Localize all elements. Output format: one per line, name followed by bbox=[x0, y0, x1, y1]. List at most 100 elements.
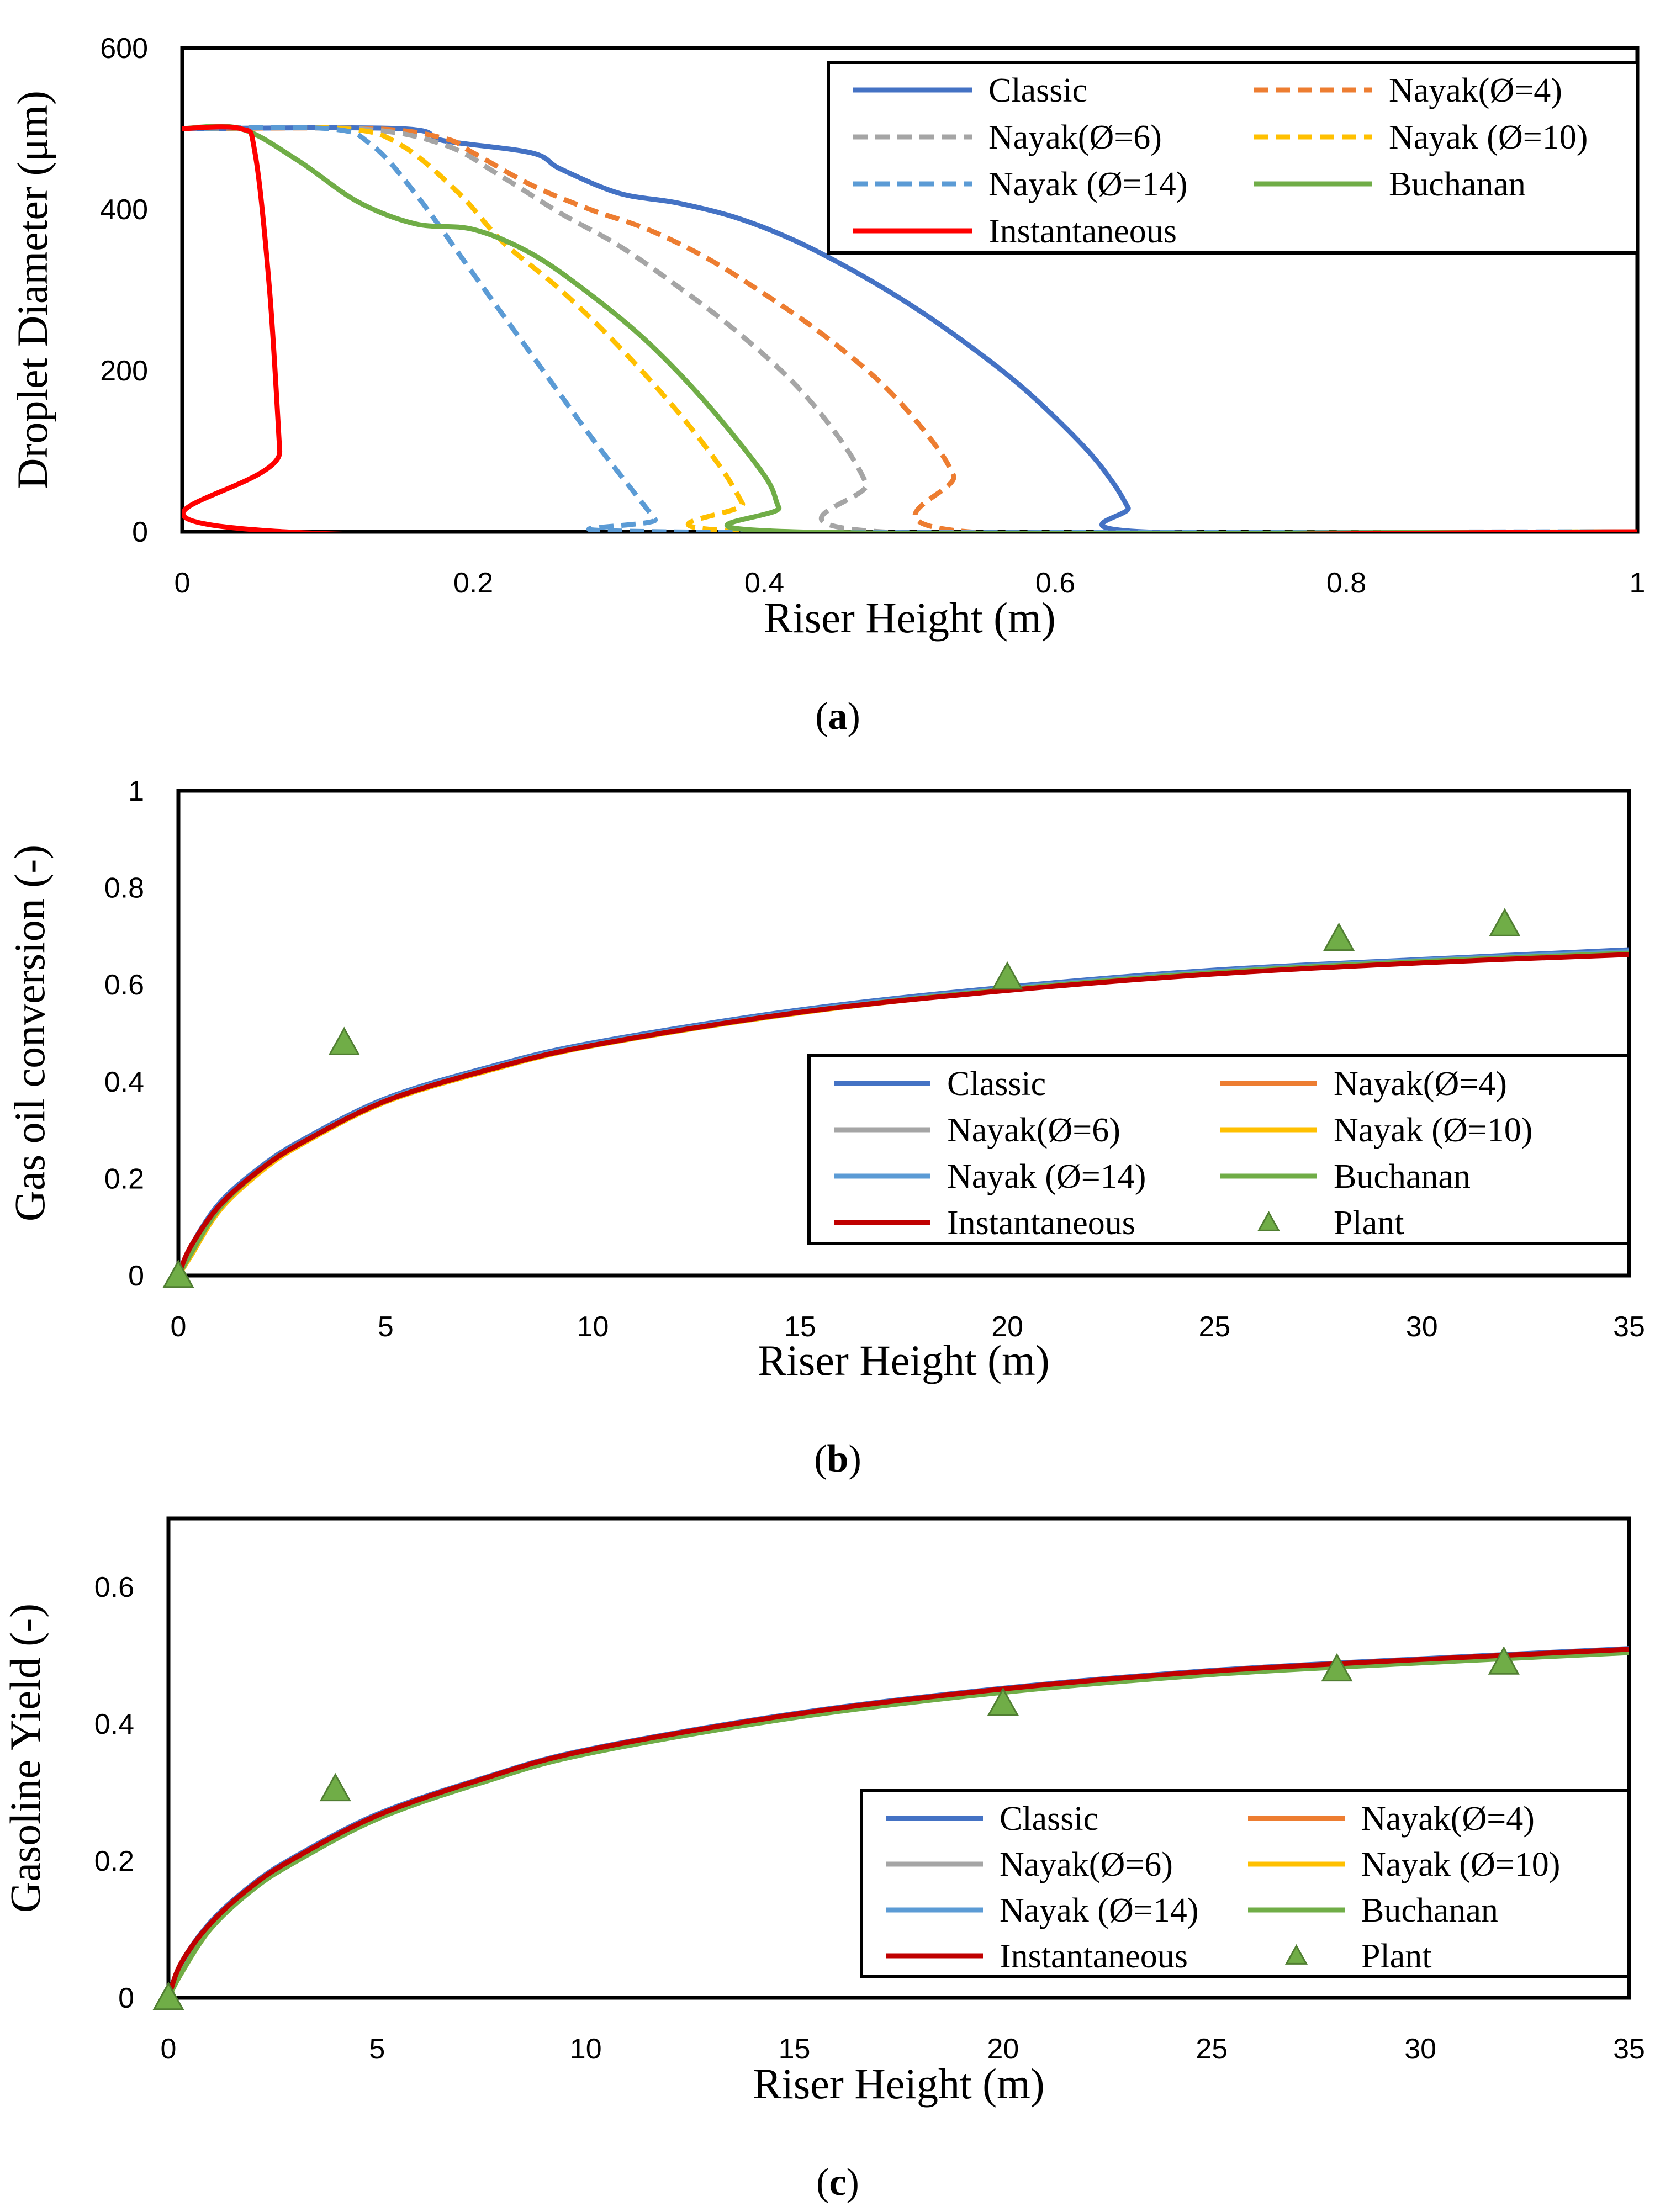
legend-entry-label: Nayak(Ø=4) bbox=[1361, 1800, 1535, 1838]
x-tick-label: 10 bbox=[577, 1311, 609, 1343]
x-tick-label: 25 bbox=[1199, 1311, 1231, 1343]
legend: Classic Nayak(Ø=4) Nayak(Ø=6) Nayak (Ø=10) N… bbox=[860, 1789, 1631, 1978]
plot-area-frame bbox=[166, 1516, 1631, 2000]
chart-panel-a: 0 0.2 0.4 0.6 0.8 1 0 200 400 600 Riser Height (m)… bbox=[8, 33, 1645, 738]
x-tick-label: 15 bbox=[784, 1311, 816, 1343]
legend-entry-label: Buchanan bbox=[1361, 1892, 1498, 1929]
series-line-buchanan bbox=[168, 1650, 1629, 1998]
x-tick-label: 0 bbox=[161, 2033, 177, 2065]
legend-entry-label: Instantaneous bbox=[947, 1204, 1135, 1242]
y-tick-label: 0 bbox=[118, 1982, 134, 2014]
legend-entry-label: Buchanan bbox=[1389, 166, 1526, 203]
plant-data-point bbox=[1323, 922, 1355, 951]
x-tick-label: 20 bbox=[987, 2033, 1019, 2065]
series-group bbox=[182, 124, 1637, 532]
series-line-instantaneous_bc bbox=[178, 952, 1629, 1276]
series-group bbox=[178, 947, 1629, 1276]
legend-entry-label: Nayak(Ø=6) bbox=[1000, 1846, 1173, 1883]
panel-caption: (c) bbox=[816, 2161, 859, 2204]
x-tick-label: 15 bbox=[779, 2033, 811, 2065]
legend: Classic Nayak(Ø=4) Nayak(Ø=6) Nayak (Ø=10) N… bbox=[807, 1054, 1631, 1245]
x-tick-label: 0.8 bbox=[1326, 567, 1366, 599]
y-tick-label: 0.4 bbox=[94, 1708, 134, 1740]
x-tick-label: 1 bbox=[1630, 567, 1646, 599]
chart-panel-c: 0 5 10 15 20 25 30 35 0 0.2 0.4 0.6 Riser Height (m)… bbox=[1, 1516, 1645, 2204]
plant-data-point bbox=[1488, 1646, 1520, 1675]
x-tick-label: 30 bbox=[1404, 2033, 1436, 2065]
legend-swatch-plant bbox=[1284, 1944, 1308, 1965]
legend-entry-label: Nayak (Ø=10) bbox=[1389, 119, 1588, 156]
x-tick-label: 35 bbox=[1613, 1311, 1645, 1343]
y-tick-label: 0.8 bbox=[104, 872, 144, 904]
x-tick-label: 10 bbox=[570, 2033, 602, 2065]
x-axis-label: Riser Height (m) bbox=[753, 2060, 1045, 2108]
y-tick-label: 0.2 bbox=[94, 1845, 134, 1877]
y-tick-label: 0 bbox=[128, 1260, 144, 1292]
x-axis-label: Riser Height (m) bbox=[764, 594, 1056, 642]
legend-entry-label: Instantaneous bbox=[988, 213, 1177, 250]
x-tick-label: 0 bbox=[171, 1311, 187, 1343]
plant-data-point bbox=[162, 1259, 194, 1288]
plant-data-point bbox=[1321, 1653, 1353, 1682]
legend-box bbox=[860, 1789, 1631, 1978]
x-tick-label: 0.2 bbox=[453, 567, 493, 599]
legend-entry-label: Nayak (Ø=14) bbox=[988, 166, 1187, 203]
legend-entry-label: Nayak(Ø=6) bbox=[988, 119, 1162, 156]
plant-data-point bbox=[152, 1981, 184, 2010]
panel-caption: (b) bbox=[814, 1438, 861, 1480]
x-tick-label: 20 bbox=[991, 1311, 1023, 1343]
plant-data-point bbox=[991, 961, 1023, 990]
x-axis-label: Riser Height (m) bbox=[758, 1336, 1050, 1384]
plant-data-point bbox=[987, 1687, 1019, 1716]
legend-entry-label: Nayak(Ø=6) bbox=[947, 1112, 1120, 1149]
legend-entry-label: Classic bbox=[947, 1065, 1046, 1103]
x-tick-label: 0 bbox=[175, 567, 191, 599]
legend-entry-label: Nayak(Ø=4) bbox=[1389, 72, 1562, 109]
series-line-classic bbox=[182, 125, 1637, 532]
series-line-nayak6 bbox=[182, 125, 1637, 532]
y-tick-label: 0.2 bbox=[104, 1163, 144, 1195]
y-tick-label: 0.4 bbox=[104, 1066, 144, 1098]
legend-entry-label: Classic bbox=[988, 72, 1087, 109]
legend-entry-label: Classic bbox=[1000, 1800, 1098, 1838]
legend-box bbox=[827, 61, 1639, 255]
x-tick-label: 5 bbox=[378, 1311, 394, 1343]
plant-data-point bbox=[319, 1772, 351, 1802]
series-line-nayak10 bbox=[182, 125, 1637, 532]
legend-entry-label: Nayak (Ø=14) bbox=[947, 1158, 1146, 1195]
legend-entry-label: Nayak (Ø=10) bbox=[1361, 1846, 1560, 1883]
series-line-instantaneous_bc bbox=[168, 1647, 1629, 1998]
legend-entry-label: Nayak(Ø=4) bbox=[1334, 1065, 1507, 1103]
plant-data-point bbox=[328, 1026, 360, 1055]
series-line-buchanan bbox=[182, 124, 1637, 532]
x-tick-label: 5 bbox=[369, 2033, 385, 2065]
y-tick-label: 200 bbox=[100, 355, 148, 387]
x-tick-label: 30 bbox=[1406, 1311, 1438, 1343]
x-tick-label: 35 bbox=[1613, 2033, 1645, 2065]
legend-entry-label: Instantaneous bbox=[1000, 1938, 1188, 1975]
plot-area-frame bbox=[176, 789, 1631, 1278]
y-tick-label: 0 bbox=[132, 516, 148, 548]
legend-entry-label: Buchanan bbox=[1334, 1158, 1471, 1195]
y-tick-label: 1 bbox=[128, 775, 144, 807]
series-group bbox=[168, 1646, 1629, 1998]
y-tick-label: 0.6 bbox=[104, 969, 144, 1001]
x-tick-label: 0.6 bbox=[1035, 567, 1075, 599]
legend-box bbox=[807, 1054, 1631, 1245]
x-tick-label: 25 bbox=[1196, 2033, 1228, 2065]
legend-entry-label: Nayak (Ø=14) bbox=[1000, 1892, 1198, 1929]
legend-entry-label: Plant bbox=[1361, 1938, 1431, 1975]
y-tick-label: 0.6 bbox=[94, 1571, 134, 1604]
y-axis-label: Gasoline Yield (-) bbox=[1, 1604, 49, 1913]
plant-data-point bbox=[1489, 908, 1521, 936]
legend-entry-label: Plant bbox=[1334, 1204, 1404, 1242]
chart-panel-b: 0 5 10 15 20 25 30 35 0 0.2 0.4 0.6 0.8 1 Riser Height… bbox=[6, 775, 1645, 1480]
panel-caption: (a) bbox=[815, 695, 860, 738]
legend-swatch-plant bbox=[1257, 1210, 1281, 1231]
y-axis-label: Droplet Diameter (μm) bbox=[8, 91, 56, 489]
series-line-instantaneous_a bbox=[182, 124, 1637, 532]
x-tick-label: 0.4 bbox=[744, 567, 784, 599]
y-tick-label: 600 bbox=[100, 33, 148, 65]
y-axis-label: Gas oil conversion (-) bbox=[6, 845, 54, 1221]
